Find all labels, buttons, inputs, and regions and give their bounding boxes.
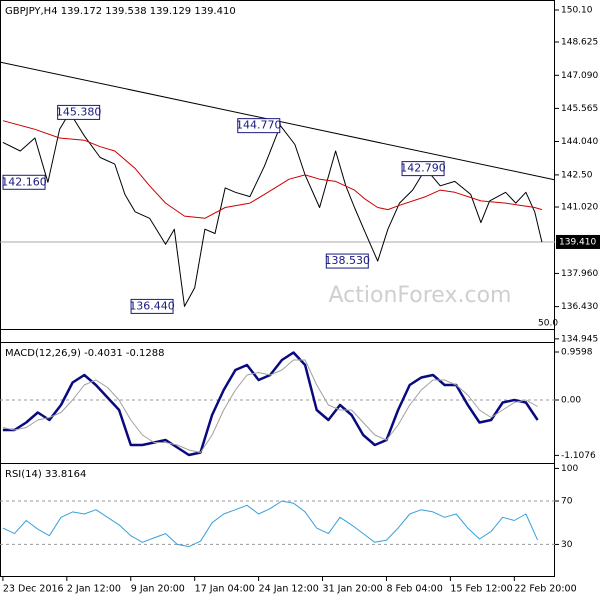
y-tick-label: 100: [561, 464, 578, 474]
annotation-label: 142.160: [1, 175, 47, 188]
annotation-box: [237, 118, 281, 134]
y-tick-label: 0.00: [561, 396, 581, 406]
y-tick-label: 144.040: [561, 137, 598, 147]
current-price-label: 139.410: [559, 237, 596, 247]
annotation-label: 136.440: [129, 299, 175, 312]
y-tick-label: 0.9598: [561, 348, 593, 358]
x-tick-label: 9 Jan 20:00: [131, 584, 185, 595]
x-tick-label: 8 Feb 04:00: [386, 584, 442, 595]
x-tick-label: 15 Feb 12:00: [450, 584, 512, 595]
annotation-box: [130, 298, 174, 314]
annotation-box: [325, 253, 369, 269]
note: 50.0: [538, 319, 558, 329]
x-tick-label: 31 Jan 20:00: [323, 584, 383, 595]
annotation-label: 145.380: [56, 105, 102, 118]
y-tick-label: 70: [561, 497, 573, 507]
series-line: [2, 120, 543, 219]
y-tick-label: 147.090: [561, 71, 598, 81]
y-tick-label: 30: [561, 540, 573, 550]
y-tick-label: 141.020: [561, 203, 598, 213]
y-tick-label: 148.625: [561, 37, 598, 47]
x-tick-label: 24 Jan 12:00: [259, 584, 319, 595]
y-tick-label: 134.945: [561, 334, 598, 344]
y-tick-label: 142.50: [561, 170, 593, 180]
annotation-label: 142.790: [400, 162, 446, 175]
x-tick-label: 23 Dec 2016: [3, 584, 64, 595]
annotation-box: [401, 161, 445, 177]
x-tick-label: 17 Jan 04:00: [195, 584, 255, 595]
series-line: [2, 500, 539, 548]
series-line: [2, 111, 543, 307]
annotation-box: [2, 174, 46, 190]
series-line: [2, 359, 538, 453]
y-tick-label: 137.960: [561, 269, 598, 279]
panel-title: RSI(14) 33.8164: [5, 469, 86, 480]
x-tick-label: 2 Jan 12:00: [67, 584, 121, 595]
panel-title: MACD(12,26,9) -0.4031 -0.1288: [5, 348, 165, 359]
annotation-label: 138.530: [325, 254, 371, 267]
y-tick-label: -1.1076: [561, 451, 596, 461]
frame: [0, 0, 555, 577]
watermark: ActionForex.com: [329, 283, 512, 308]
y-tick-label: 150.10: [561, 5, 593, 15]
annotation-box: [57, 104, 101, 120]
y-tick-label: 136.430: [561, 302, 598, 312]
y-tick-label: 145.565: [561, 104, 598, 114]
x-tick-label: 22 Feb 20:00: [514, 584, 576, 595]
annotation-label: 144.770: [236, 119, 282, 132]
panel-title: GBPJPY,H4 139.172 139.538 139.129 139.41…: [5, 6, 236, 17]
current-price-box: [556, 234, 600, 249]
